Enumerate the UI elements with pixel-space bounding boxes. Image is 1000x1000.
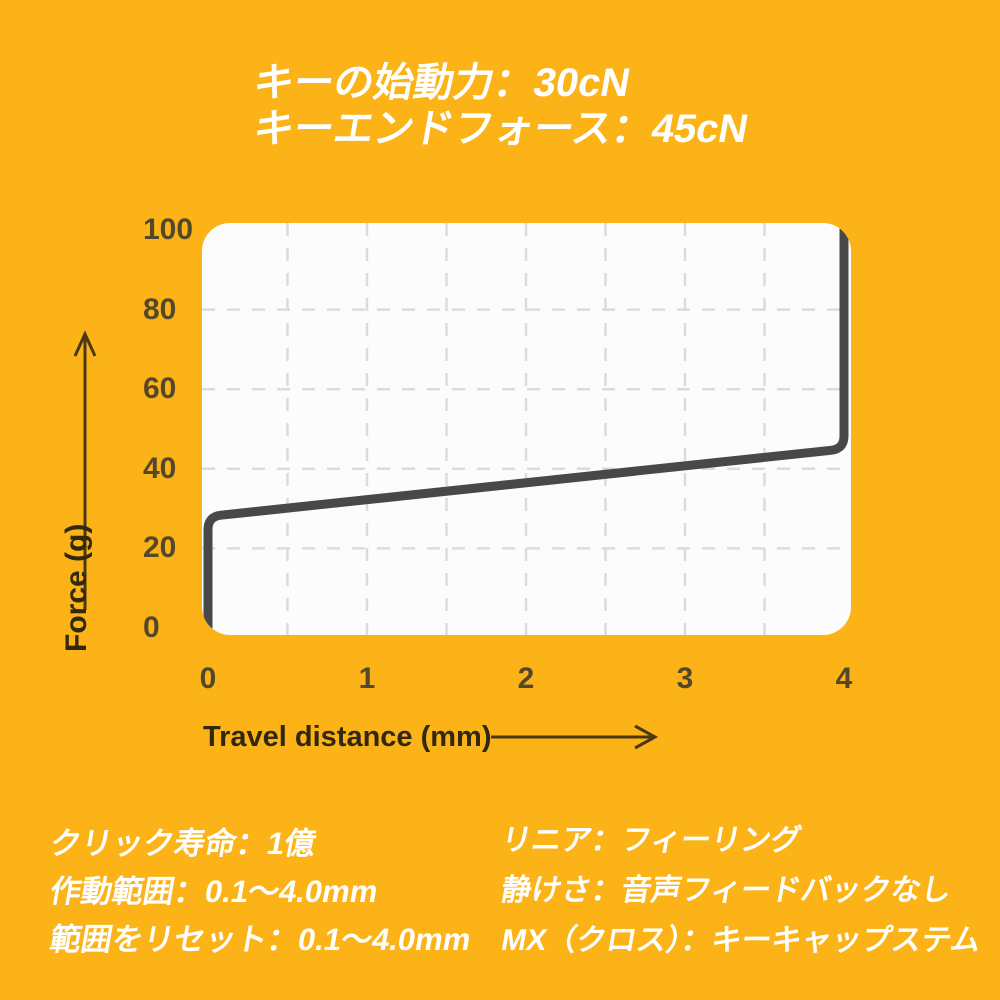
x-tick-label: 4 xyxy=(835,662,853,695)
chart-plot-area xyxy=(202,223,851,635)
specs-left-column: クリック寿命：1億 作動範囲：0.1～4.0mm 範囲をリセット：0.1～4.0… xyxy=(46,820,473,964)
y-tick-label: 80 xyxy=(143,292,177,326)
force-curve-plot xyxy=(202,223,851,635)
y-axis-label: Force (g) xyxy=(60,523,93,652)
spec-mx-stem: MX（クロス）：キーキャップステム xyxy=(498,924,984,957)
title-line-2: キーエンドフォース：45cN xyxy=(250,107,752,151)
spec-quietness: 静けさ：音声フィードバックなし xyxy=(498,874,954,907)
spec-click-life: クリック寿命：1億 xyxy=(47,826,319,861)
y-tick-label: 0 xyxy=(143,611,160,644)
page-title: キーの始動力：30cN キーエンドフォース：45cN xyxy=(250,60,751,152)
spec-linear-feel: リニア：フィーリング xyxy=(498,824,804,857)
up-arrow-icon xyxy=(73,330,97,610)
y-tick-label: 100 xyxy=(143,213,194,246)
force-curve-line xyxy=(203,225,849,633)
x-tick-label: 2 xyxy=(517,662,535,695)
x-axis-label: Travel distance (mm) xyxy=(203,721,492,753)
y-tick-label: 20 xyxy=(143,531,177,565)
title-line-1: キーの始動力：30cN xyxy=(250,61,634,105)
right-arrow-icon xyxy=(491,724,659,750)
spec-actuation-range: 作動範囲：0.1～4.0mm xyxy=(47,874,381,909)
x-tick-label: 3 xyxy=(676,662,694,695)
x-tick-label: 1 xyxy=(358,662,376,695)
y-tick-label: 40 xyxy=(143,451,177,485)
y-tick-label: 60 xyxy=(143,372,177,406)
spec-reset-range: 範囲をリセット：0.1～4.0mm xyxy=(47,922,474,957)
x-tick-label: 0 xyxy=(199,662,217,695)
specs-right-column: リニア：フィーリング 静けさ：音声フィードバックなし MX（クロス）：キーキャッ… xyxy=(497,816,984,966)
